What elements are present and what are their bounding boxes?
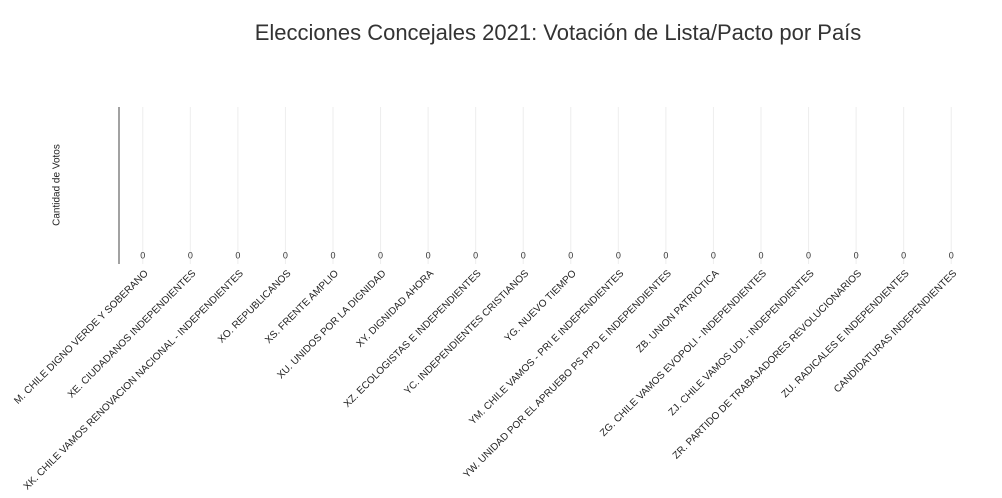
value-label: 0: [188, 250, 193, 260]
value-label: 0: [283, 250, 288, 260]
value-label: 0: [378, 250, 383, 260]
y-axis-label: Cantidad de Votos: [52, 144, 63, 226]
x-tick-label: XY. DIGNIDAD AHORA: [355, 268, 437, 350]
value-label: 0: [616, 250, 621, 260]
value-label: 0: [568, 250, 573, 260]
value-label: 0: [758, 250, 763, 260]
x-tick-label: XK. CHILE VAMOS RENOVACION NACIONAL - IN…: [22, 268, 246, 492]
value-label: 0: [330, 250, 335, 260]
value-label: 0: [140, 250, 145, 260]
value-label: 0: [521, 250, 526, 260]
value-label: 0: [426, 250, 431, 260]
value-label: 0: [473, 250, 478, 260]
value-label: 0: [806, 250, 811, 260]
value-label: 0: [235, 250, 240, 260]
value-label: 0: [711, 250, 716, 260]
chart-title: Elecciones Concejales 2021: Votación de …: [255, 20, 862, 45]
value-label: 0: [663, 250, 668, 260]
x-tick-label: ZB. UNION PATRIOTICA: [635, 268, 722, 355]
x-tick-label: ZG. CHILE VAMOS EVOPOLI - INDEPENDIENTES: [598, 268, 769, 439]
value-label: 0: [854, 250, 859, 260]
value-label: 0: [901, 250, 906, 260]
value-label: 0: [949, 250, 954, 260]
